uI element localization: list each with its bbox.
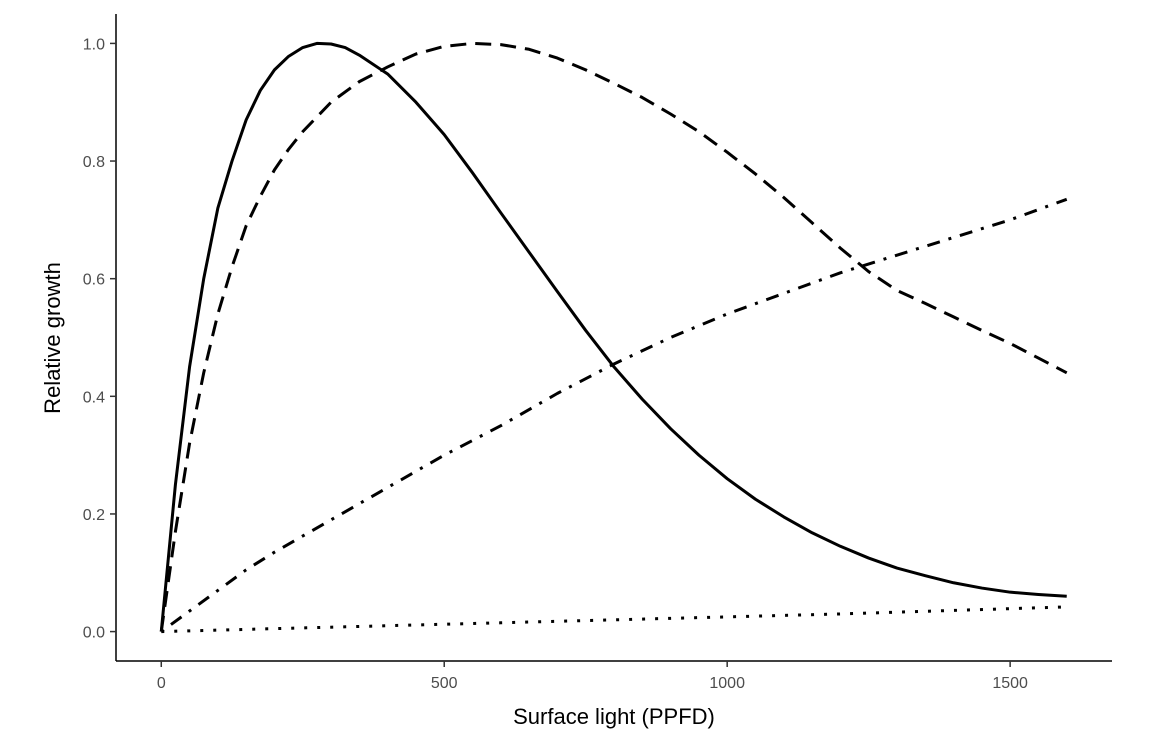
plot-lines [159, 41, 1068, 634]
x-axis-title: Surface light (PPFD) [513, 704, 715, 729]
y-axis-ticks: 0.0 0.2 0.4 0.6 0.8 1.0 [83, 36, 116, 642]
y-axis-title: Relative growth [40, 262, 65, 414]
series-line-dotted [161, 605, 1067, 634]
series-line-dashed [159, 41, 1068, 632]
y-tick-label: 0.8 [83, 154, 105, 171]
x-axis-ticks: 0 500 1000 1500 [157, 661, 1028, 692]
series-line-solid [159, 41, 1067, 632]
y-tick-label: 0.0 [83, 625, 105, 642]
y-tick-label: 1.0 [83, 36, 105, 53]
x-tick-label: 0 [157, 675, 166, 692]
y-tick-label: 0.2 [83, 507, 105, 524]
y-tick-label: 0.6 [83, 272, 105, 289]
x-tick-label: 1500 [992, 675, 1028, 692]
y-tick-label: 0.4 [83, 389, 105, 406]
x-tick-label: 1000 [709, 675, 745, 692]
x-tick-label: 500 [431, 675, 458, 692]
series-line-dotdash [160, 197, 1068, 633]
